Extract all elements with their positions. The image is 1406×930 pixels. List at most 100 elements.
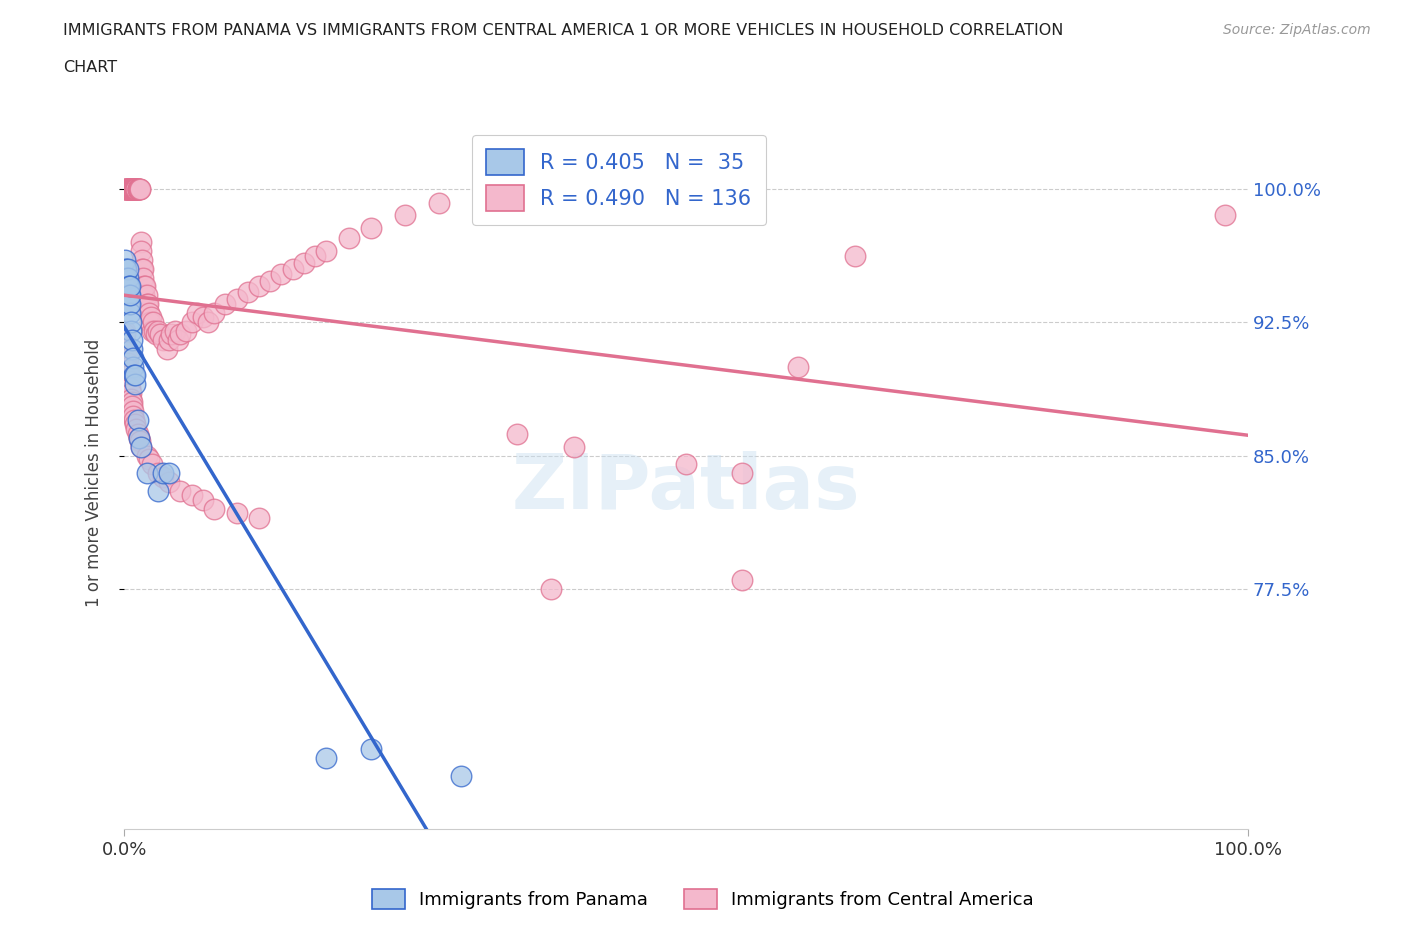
Point <box>120 392 142 406</box>
Point <box>225 505 247 520</box>
Point <box>121 394 143 409</box>
Point <box>124 368 146 383</box>
Point <box>121 181 143 196</box>
Point <box>139 314 162 329</box>
Point <box>134 279 156 294</box>
Point <box>121 181 143 196</box>
Point <box>152 470 174 485</box>
Point <box>117 261 139 276</box>
Point <box>540 581 562 596</box>
Point <box>169 484 191 498</box>
Point <box>360 742 382 757</box>
Point <box>127 181 149 196</box>
Point <box>122 404 145 418</box>
Point <box>174 324 197 339</box>
Point <box>124 377 146 392</box>
Point <box>117 368 139 383</box>
Point <box>135 466 157 481</box>
Point <box>157 332 180 347</box>
Point <box>152 332 174 347</box>
Point <box>191 310 214 325</box>
Point <box>131 261 153 276</box>
Point <box>115 270 138 285</box>
Point <box>118 306 141 321</box>
Point <box>236 285 259 299</box>
Point <box>186 306 208 321</box>
Point <box>114 181 136 196</box>
Point <box>117 351 139 365</box>
Point <box>115 279 138 294</box>
Point <box>121 341 143 356</box>
Point <box>134 279 156 294</box>
Point <box>138 452 160 467</box>
Point <box>114 327 136 342</box>
Point <box>149 327 172 342</box>
Point <box>136 297 159 312</box>
Point <box>132 261 155 276</box>
Point <box>120 314 142 329</box>
Point <box>225 291 247 306</box>
Text: ZIPatlas: ZIPatlas <box>512 451 860 525</box>
Point <box>121 332 143 347</box>
Point <box>202 501 225 516</box>
Point <box>360 220 382 235</box>
Point <box>731 573 754 588</box>
Point <box>675 457 697 472</box>
Point <box>121 181 143 196</box>
Point <box>118 297 141 312</box>
Point <box>146 324 169 339</box>
Point <box>122 359 145 374</box>
Point <box>118 380 141 395</box>
Point <box>394 207 416 222</box>
Point <box>134 288 156 303</box>
Point <box>122 181 145 196</box>
Point <box>156 341 179 356</box>
Point <box>167 332 190 347</box>
Point <box>142 314 165 329</box>
Point <box>146 466 169 481</box>
Point <box>160 327 183 342</box>
Point <box>117 270 139 285</box>
Point <box>135 297 157 312</box>
Point <box>304 248 326 263</box>
Point <box>117 181 139 196</box>
Point <box>139 310 162 325</box>
Point <box>450 768 472 783</box>
Point <box>117 288 139 303</box>
Point <box>152 466 174 481</box>
Point <box>787 359 810 374</box>
Point <box>117 297 139 312</box>
Point <box>117 181 139 196</box>
Point <box>135 288 157 303</box>
Point <box>117 288 139 303</box>
Point <box>120 324 142 339</box>
Point <box>125 181 148 196</box>
Point <box>122 181 145 196</box>
Point <box>247 279 270 294</box>
Point <box>117 279 139 294</box>
Point <box>131 252 153 267</box>
Point <box>118 181 141 196</box>
Point <box>731 466 754 481</box>
Point <box>506 427 529 442</box>
Point <box>117 181 139 196</box>
Point <box>180 314 202 329</box>
Point <box>124 181 146 196</box>
Point <box>122 351 145 365</box>
Point <box>115 341 138 356</box>
Point <box>114 252 136 267</box>
Point <box>128 181 150 196</box>
Point <box>163 324 186 339</box>
Point <box>157 466 180 481</box>
Point <box>124 181 146 196</box>
Point <box>117 181 139 196</box>
Point <box>118 181 141 196</box>
Point <box>115 345 138 360</box>
Point <box>120 181 142 196</box>
Point <box>124 181 146 196</box>
Text: Source: ZipAtlas.com: Source: ZipAtlas.com <box>1223 23 1371 37</box>
Point <box>197 314 219 329</box>
Point <box>115 181 138 196</box>
Point <box>315 244 337 259</box>
Point <box>315 751 337 765</box>
